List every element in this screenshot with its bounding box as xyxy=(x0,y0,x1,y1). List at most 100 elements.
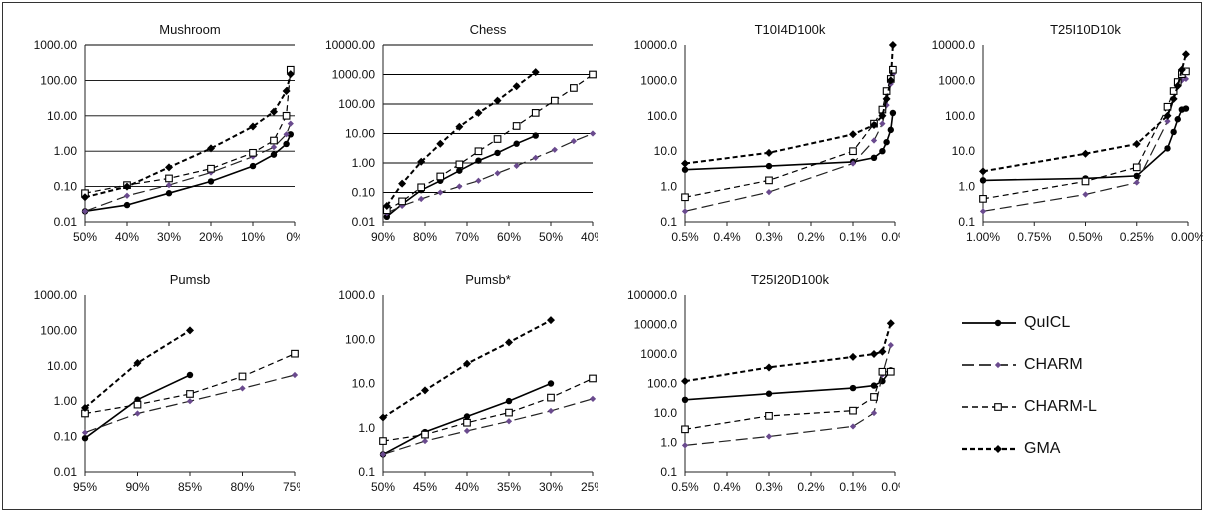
data-point xyxy=(849,352,857,361)
x-tick-label: 0.5% xyxy=(671,230,699,244)
data-point xyxy=(81,193,89,202)
data-point xyxy=(882,87,891,95)
data-point xyxy=(505,408,513,417)
data-point xyxy=(1164,145,1171,152)
data-point xyxy=(282,87,291,96)
data-point xyxy=(421,437,429,445)
series-charm-l xyxy=(81,349,299,418)
data-point xyxy=(681,377,689,386)
y-tick-label: 1000.0 xyxy=(640,73,677,87)
data-point xyxy=(287,120,294,127)
data-point xyxy=(133,400,142,409)
legend-swatch xyxy=(962,445,1016,453)
data-point xyxy=(765,390,773,397)
y-tick-label: 10.0 xyxy=(654,406,678,420)
x-tick-label: 70% xyxy=(455,230,479,244)
data-point xyxy=(878,367,887,376)
data-point xyxy=(1082,191,1089,198)
data-point xyxy=(494,149,501,157)
data-point xyxy=(165,174,173,183)
data-point xyxy=(979,177,987,184)
series-gma xyxy=(382,68,540,210)
series-line xyxy=(386,134,537,218)
y-tick-label: 1000.0 xyxy=(640,347,677,361)
data-point xyxy=(455,160,464,169)
series-line xyxy=(982,78,1187,212)
data-point xyxy=(870,393,878,401)
y-tick-label: 0.01 xyxy=(54,465,78,479)
y-tick-label: 0.1 xyxy=(358,465,375,479)
y-tick-label: 1000.00 xyxy=(332,68,376,82)
data-point xyxy=(765,412,773,420)
data-point xyxy=(81,429,89,436)
data-point xyxy=(879,148,886,155)
series-charm xyxy=(81,120,294,215)
data-point xyxy=(165,182,173,189)
data-point xyxy=(870,120,878,129)
x-tick-label: 80% xyxy=(413,230,437,244)
data-point xyxy=(421,386,429,395)
series-line xyxy=(84,69,292,194)
data-point xyxy=(81,208,89,215)
x-tick-label: 40% xyxy=(115,230,139,244)
chart-title: Pumsb xyxy=(170,272,210,287)
x-tick-label: 40% xyxy=(581,230,598,244)
chart-title: T10I4D100k xyxy=(755,22,826,37)
data-point xyxy=(886,319,895,328)
x-tick-label: 0% xyxy=(286,230,300,244)
data-point xyxy=(1081,149,1090,158)
x-tick-label: 10% xyxy=(241,230,265,244)
legend-swatch xyxy=(962,361,1016,369)
x-tick-label: 90% xyxy=(371,230,395,244)
x-tick-label: 20% xyxy=(199,230,223,244)
series-charm xyxy=(681,71,897,215)
data-point xyxy=(81,435,89,442)
y-tick-label: 0.1 xyxy=(660,465,677,479)
data-point xyxy=(589,130,597,137)
series-charm-l xyxy=(979,67,1190,203)
data-point xyxy=(550,96,559,105)
data-point xyxy=(249,122,257,131)
legend-item-quicl: QuICL xyxy=(960,314,1070,332)
series-quicl xyxy=(383,132,539,221)
data-point xyxy=(1133,179,1140,186)
data-point xyxy=(513,140,520,147)
data-point xyxy=(1132,139,1141,148)
data-point xyxy=(849,147,857,156)
data-point xyxy=(765,148,773,157)
data-point xyxy=(437,189,444,196)
series-line xyxy=(684,69,894,198)
data-point xyxy=(570,138,578,145)
data-point xyxy=(165,190,173,197)
data-point xyxy=(512,82,521,91)
y-tick-label: 100.00 xyxy=(40,323,77,337)
series-gma xyxy=(979,50,1190,176)
x-tick-label: 0.00% xyxy=(1171,230,1203,244)
x-tick-label: 0.0% xyxy=(881,230,900,244)
data-point xyxy=(81,403,89,412)
data-point xyxy=(765,162,773,170)
data-point xyxy=(383,213,391,221)
legend-marker xyxy=(994,445,1002,453)
x-tick-label: 0.75% xyxy=(1017,230,1051,244)
x-tick-label: 40% xyxy=(455,480,479,494)
series-line xyxy=(84,123,292,212)
data-point xyxy=(463,359,471,368)
data-point xyxy=(889,109,897,117)
x-tick-label: 0.3% xyxy=(755,480,783,494)
data-point xyxy=(547,316,555,325)
data-point xyxy=(886,76,895,85)
data-point xyxy=(455,122,464,131)
data-point xyxy=(456,183,463,190)
data-point xyxy=(493,96,502,105)
data-point xyxy=(1173,81,1182,90)
legend-marker xyxy=(994,403,1002,411)
series-gma xyxy=(681,41,897,168)
series-charm-l xyxy=(382,70,597,215)
data-point xyxy=(849,384,857,392)
data-point xyxy=(886,367,895,376)
data-point xyxy=(123,182,131,191)
y-tick-label: 1000.0 xyxy=(338,288,375,302)
x-tick-label: 35% xyxy=(497,480,521,494)
legend-item-charm-l: CHARM-L xyxy=(960,398,1097,416)
